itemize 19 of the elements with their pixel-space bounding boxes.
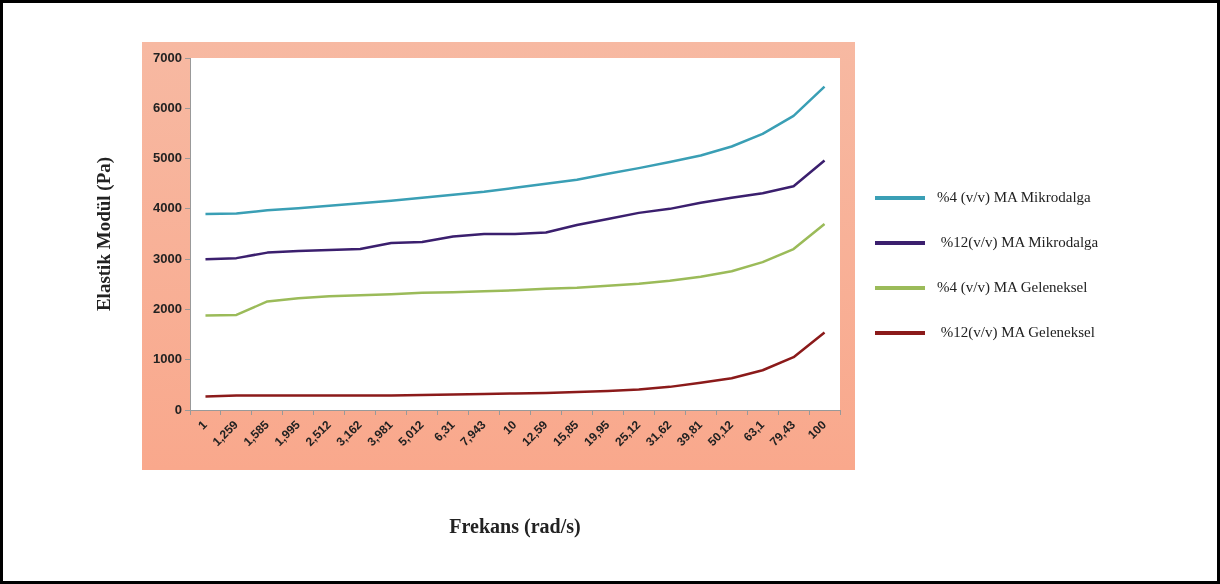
x-tick-label: 1 xyxy=(195,417,211,433)
y-tick-label: 3000 xyxy=(153,250,182,266)
legend-label: %4 (v/v) MA Geleneksel xyxy=(937,279,1088,296)
x-tick-label: 6,31 xyxy=(431,417,458,445)
x-tick-label: 10 xyxy=(500,417,520,437)
y-tick-label: 1000 xyxy=(153,351,182,367)
y-tick-label: 5000 xyxy=(153,150,182,166)
x-tick-label: 100 xyxy=(804,417,830,442)
y-tick-label: 6000 xyxy=(153,99,182,115)
legend-label: %4 (v/v) MA Mikrodalga xyxy=(937,189,1091,206)
y-tick-label: 2000 xyxy=(153,301,182,317)
y-axis-title: Elastik Modül (Pa) xyxy=(93,156,116,312)
legend-label: %12(v/v) MA Mikrodalga xyxy=(939,234,1099,251)
x-tick-label: 63,1 xyxy=(740,417,768,445)
y-tick-label: 0 xyxy=(174,401,182,417)
y-tick-label: 7000 xyxy=(153,49,182,65)
y-tick-label: 4000 xyxy=(153,200,182,216)
x-axis-title: Frekans (rad/s) xyxy=(449,515,581,539)
legend-label: %12(v/v) MA Geleneksel xyxy=(939,324,1095,341)
